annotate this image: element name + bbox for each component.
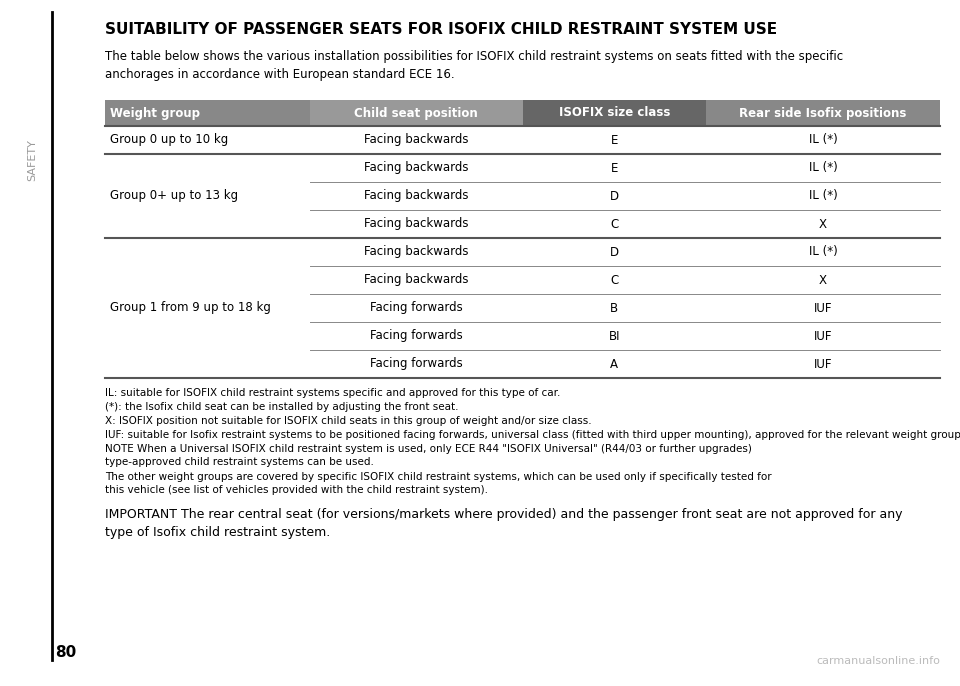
Bar xyxy=(522,100,707,126)
Text: (*): the Isofix child seat can be installed by adjusting the front seat.: (*): the Isofix child seat can be instal… xyxy=(105,402,459,412)
Text: Facing backwards: Facing backwards xyxy=(364,134,468,147)
Bar xyxy=(309,100,522,126)
Text: E: E xyxy=(611,161,618,174)
Text: Facing backwards: Facing backwards xyxy=(364,189,468,202)
Text: IUF: IUF xyxy=(814,302,832,314)
Text: IUF: IUF xyxy=(814,329,832,342)
Text: 80: 80 xyxy=(55,645,76,660)
Text: A: A xyxy=(611,357,618,370)
Text: Facing backwards: Facing backwards xyxy=(364,161,468,174)
Text: SAFETY: SAFETY xyxy=(27,139,37,181)
Text: E: E xyxy=(611,134,618,147)
Text: C: C xyxy=(611,274,618,287)
Text: SUITABILITY OF PASSENGER SEATS FOR ISOFIX CHILD RESTRAINT SYSTEM USE: SUITABILITY OF PASSENGER SEATS FOR ISOFI… xyxy=(105,22,778,37)
Bar xyxy=(105,100,309,126)
Text: Facing forwards: Facing forwards xyxy=(370,302,463,314)
Text: C: C xyxy=(611,217,618,230)
Text: IL (*): IL (*) xyxy=(808,161,837,174)
Text: Group 1 from 9 up to 18 kg: Group 1 from 9 up to 18 kg xyxy=(110,302,271,314)
Text: D: D xyxy=(610,246,619,259)
Text: Child seat position: Child seat position xyxy=(354,106,478,119)
Text: BI: BI xyxy=(609,329,620,342)
Text: The table below shows the various installation possibilities for ISOFIX child re: The table below shows the various instal… xyxy=(105,50,843,81)
Text: Facing forwards: Facing forwards xyxy=(370,357,463,370)
Text: IUF: suitable for Isofix restraint systems to be positioned facing forwards, uni: IUF: suitable for Isofix restraint syste… xyxy=(105,430,960,440)
Text: Group 0+ up to 13 kg: Group 0+ up to 13 kg xyxy=(110,189,238,202)
Text: X: X xyxy=(819,274,828,287)
Text: IL: suitable for ISOFIX child restraint systems specific and approved for this t: IL: suitable for ISOFIX child restraint … xyxy=(105,388,561,398)
Text: ISOFIX size class: ISOFIX size class xyxy=(559,106,670,119)
Text: Rear side Isofix positions: Rear side Isofix positions xyxy=(739,106,907,119)
Bar xyxy=(707,100,940,126)
Text: NOTE When a Universal ISOFIX child restraint system is used, only ECE R44 "ISOFI: NOTE When a Universal ISOFIX child restr… xyxy=(105,444,752,467)
Text: IL (*): IL (*) xyxy=(808,189,837,202)
Text: Group 0 up to 10 kg: Group 0 up to 10 kg xyxy=(110,134,228,147)
Text: IMPORTANT The rear central seat (for versions/markets where provided) and the pa: IMPORTANT The rear central seat (for ver… xyxy=(105,508,902,539)
Text: Facing backwards: Facing backwards xyxy=(364,274,468,287)
Text: IL (*): IL (*) xyxy=(808,246,837,259)
Text: Facing backwards: Facing backwards xyxy=(364,246,468,259)
Text: Facing backwards: Facing backwards xyxy=(364,217,468,230)
Text: The other weight groups are covered by specific ISOFIX child restraint systems, : The other weight groups are covered by s… xyxy=(105,472,772,495)
Text: X: X xyxy=(819,217,828,230)
Text: D: D xyxy=(610,189,619,202)
Text: carmanualsonline.info: carmanualsonline.info xyxy=(816,656,940,666)
Text: IL (*): IL (*) xyxy=(808,134,837,147)
Text: Facing forwards: Facing forwards xyxy=(370,329,463,342)
Text: X: ISOFIX position not suitable for ISOFIX child seats in this group of weight a: X: ISOFIX position not suitable for ISOF… xyxy=(105,416,591,426)
Text: IUF: IUF xyxy=(814,357,832,370)
Text: Weight group: Weight group xyxy=(110,106,200,119)
Text: B: B xyxy=(611,302,618,314)
